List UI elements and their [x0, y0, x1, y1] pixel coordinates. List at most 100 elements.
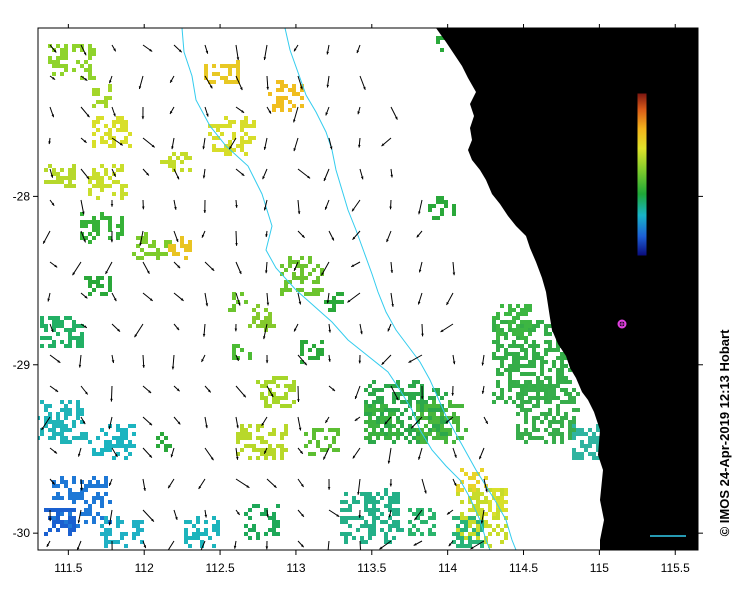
sst-pixel	[100, 524, 104, 528]
sst-pixel	[372, 428, 376, 432]
sst-pixel	[416, 440, 420, 444]
sst-pixel	[56, 60, 60, 64]
sst-pixel	[232, 356, 236, 360]
sst-pixel	[552, 428, 556, 432]
sst-pixel	[464, 516, 468, 520]
sst-pixel	[60, 480, 64, 484]
sst-pixel	[188, 168, 192, 172]
sst-pixel	[308, 348, 312, 352]
sst-pixel	[520, 388, 524, 392]
sst-pixel	[184, 256, 188, 260]
sst-pixel	[580, 452, 584, 456]
sst-pixel	[96, 172, 100, 176]
sst-pixel	[460, 512, 464, 516]
sst-pixel	[64, 68, 68, 72]
sst-pixel	[344, 500, 348, 504]
sst-pixel	[88, 192, 92, 196]
sst-pixel	[468, 532, 472, 536]
sst-pixel	[252, 504, 256, 508]
sst-pixel	[280, 108, 284, 112]
sst-pixel	[136, 256, 140, 260]
sst-pixel	[268, 320, 272, 324]
sst-pixel	[368, 412, 372, 416]
sst-pixel	[116, 128, 120, 132]
sst-pixel	[168, 240, 172, 244]
sst-pixel	[576, 408, 580, 412]
sst-pixel	[92, 448, 96, 452]
sst-pixel	[544, 352, 548, 356]
sst-pixel	[548, 412, 552, 416]
sst-pixel	[536, 428, 540, 432]
sst-pixel	[372, 404, 376, 408]
sst-pixel	[540, 412, 544, 416]
sst-pixel	[224, 148, 228, 152]
sst-pixel	[248, 136, 252, 140]
sst-pixel	[212, 124, 216, 128]
sst-pixel	[484, 520, 488, 524]
sst-pixel	[440, 428, 444, 432]
sst-pixel	[516, 328, 520, 332]
sst-pixel	[132, 532, 136, 536]
sst-pixel	[292, 104, 296, 108]
sst-pixel	[252, 308, 256, 312]
sst-pixel	[452, 420, 456, 424]
sst-pixel	[196, 536, 200, 540]
sst-pixel	[172, 152, 176, 156]
sst-pixel	[140, 248, 144, 252]
sst-pixel	[92, 144, 96, 148]
sst-pixel	[104, 516, 108, 520]
sst-pixel	[96, 436, 100, 440]
sst-pixel	[92, 124, 96, 128]
sst-pixel	[540, 436, 544, 440]
sst-pixel	[332, 428, 336, 432]
sst-pixel	[240, 128, 244, 132]
sst-pixel	[372, 504, 376, 508]
colorbar-tick-label: 21	[653, 225, 665, 237]
sst-pixel	[132, 524, 136, 528]
sst-pixel	[532, 344, 536, 348]
sst-pixel	[76, 524, 80, 528]
sst-pixel	[256, 316, 260, 320]
sst-pixel	[240, 144, 244, 148]
sst-pixel	[328, 300, 332, 304]
sst-pixel	[92, 520, 96, 524]
sst-pixel	[52, 496, 56, 500]
sst-pixel	[376, 400, 380, 404]
sst-pixel	[112, 192, 116, 196]
sst-pixel	[332, 440, 336, 444]
sst-pixel	[252, 136, 256, 140]
sst-pixel	[368, 416, 372, 420]
sst-pixel	[532, 360, 536, 364]
sst-pixel	[572, 408, 576, 412]
sst-pixel	[72, 480, 76, 484]
sst-pixel	[344, 516, 348, 520]
sst-pixel	[88, 512, 92, 516]
sst-pixel	[492, 324, 496, 328]
sst-pixel	[368, 432, 372, 436]
sst-pixel	[92, 236, 96, 240]
sst-pixel	[52, 324, 56, 328]
sst-pixel	[92, 48, 96, 52]
sst-pixel	[524, 380, 528, 384]
sst-pixel	[96, 128, 100, 132]
sst-pixel	[164, 244, 168, 248]
sst-pixel	[308, 292, 312, 296]
sst-pixel	[360, 492, 364, 496]
sst-pixel	[444, 432, 448, 436]
sst-pixel	[408, 424, 412, 428]
sst-pixel	[596, 428, 600, 432]
sst-pixel	[68, 316, 72, 320]
sst-pixel	[340, 508, 344, 512]
sst-pixel	[244, 120, 248, 124]
sst-pixel	[500, 356, 504, 360]
sst-pixel	[260, 452, 264, 456]
sst-pixel	[200, 540, 204, 544]
sst-pixel	[504, 488, 508, 492]
sst-pixel	[412, 532, 416, 536]
sst-pixel	[428, 532, 432, 536]
sst-pixel	[448, 404, 452, 408]
sst-pixel	[64, 44, 68, 48]
sst-pixel	[508, 380, 512, 384]
sst-pixel	[108, 284, 112, 288]
sst-pixel	[200, 532, 204, 536]
